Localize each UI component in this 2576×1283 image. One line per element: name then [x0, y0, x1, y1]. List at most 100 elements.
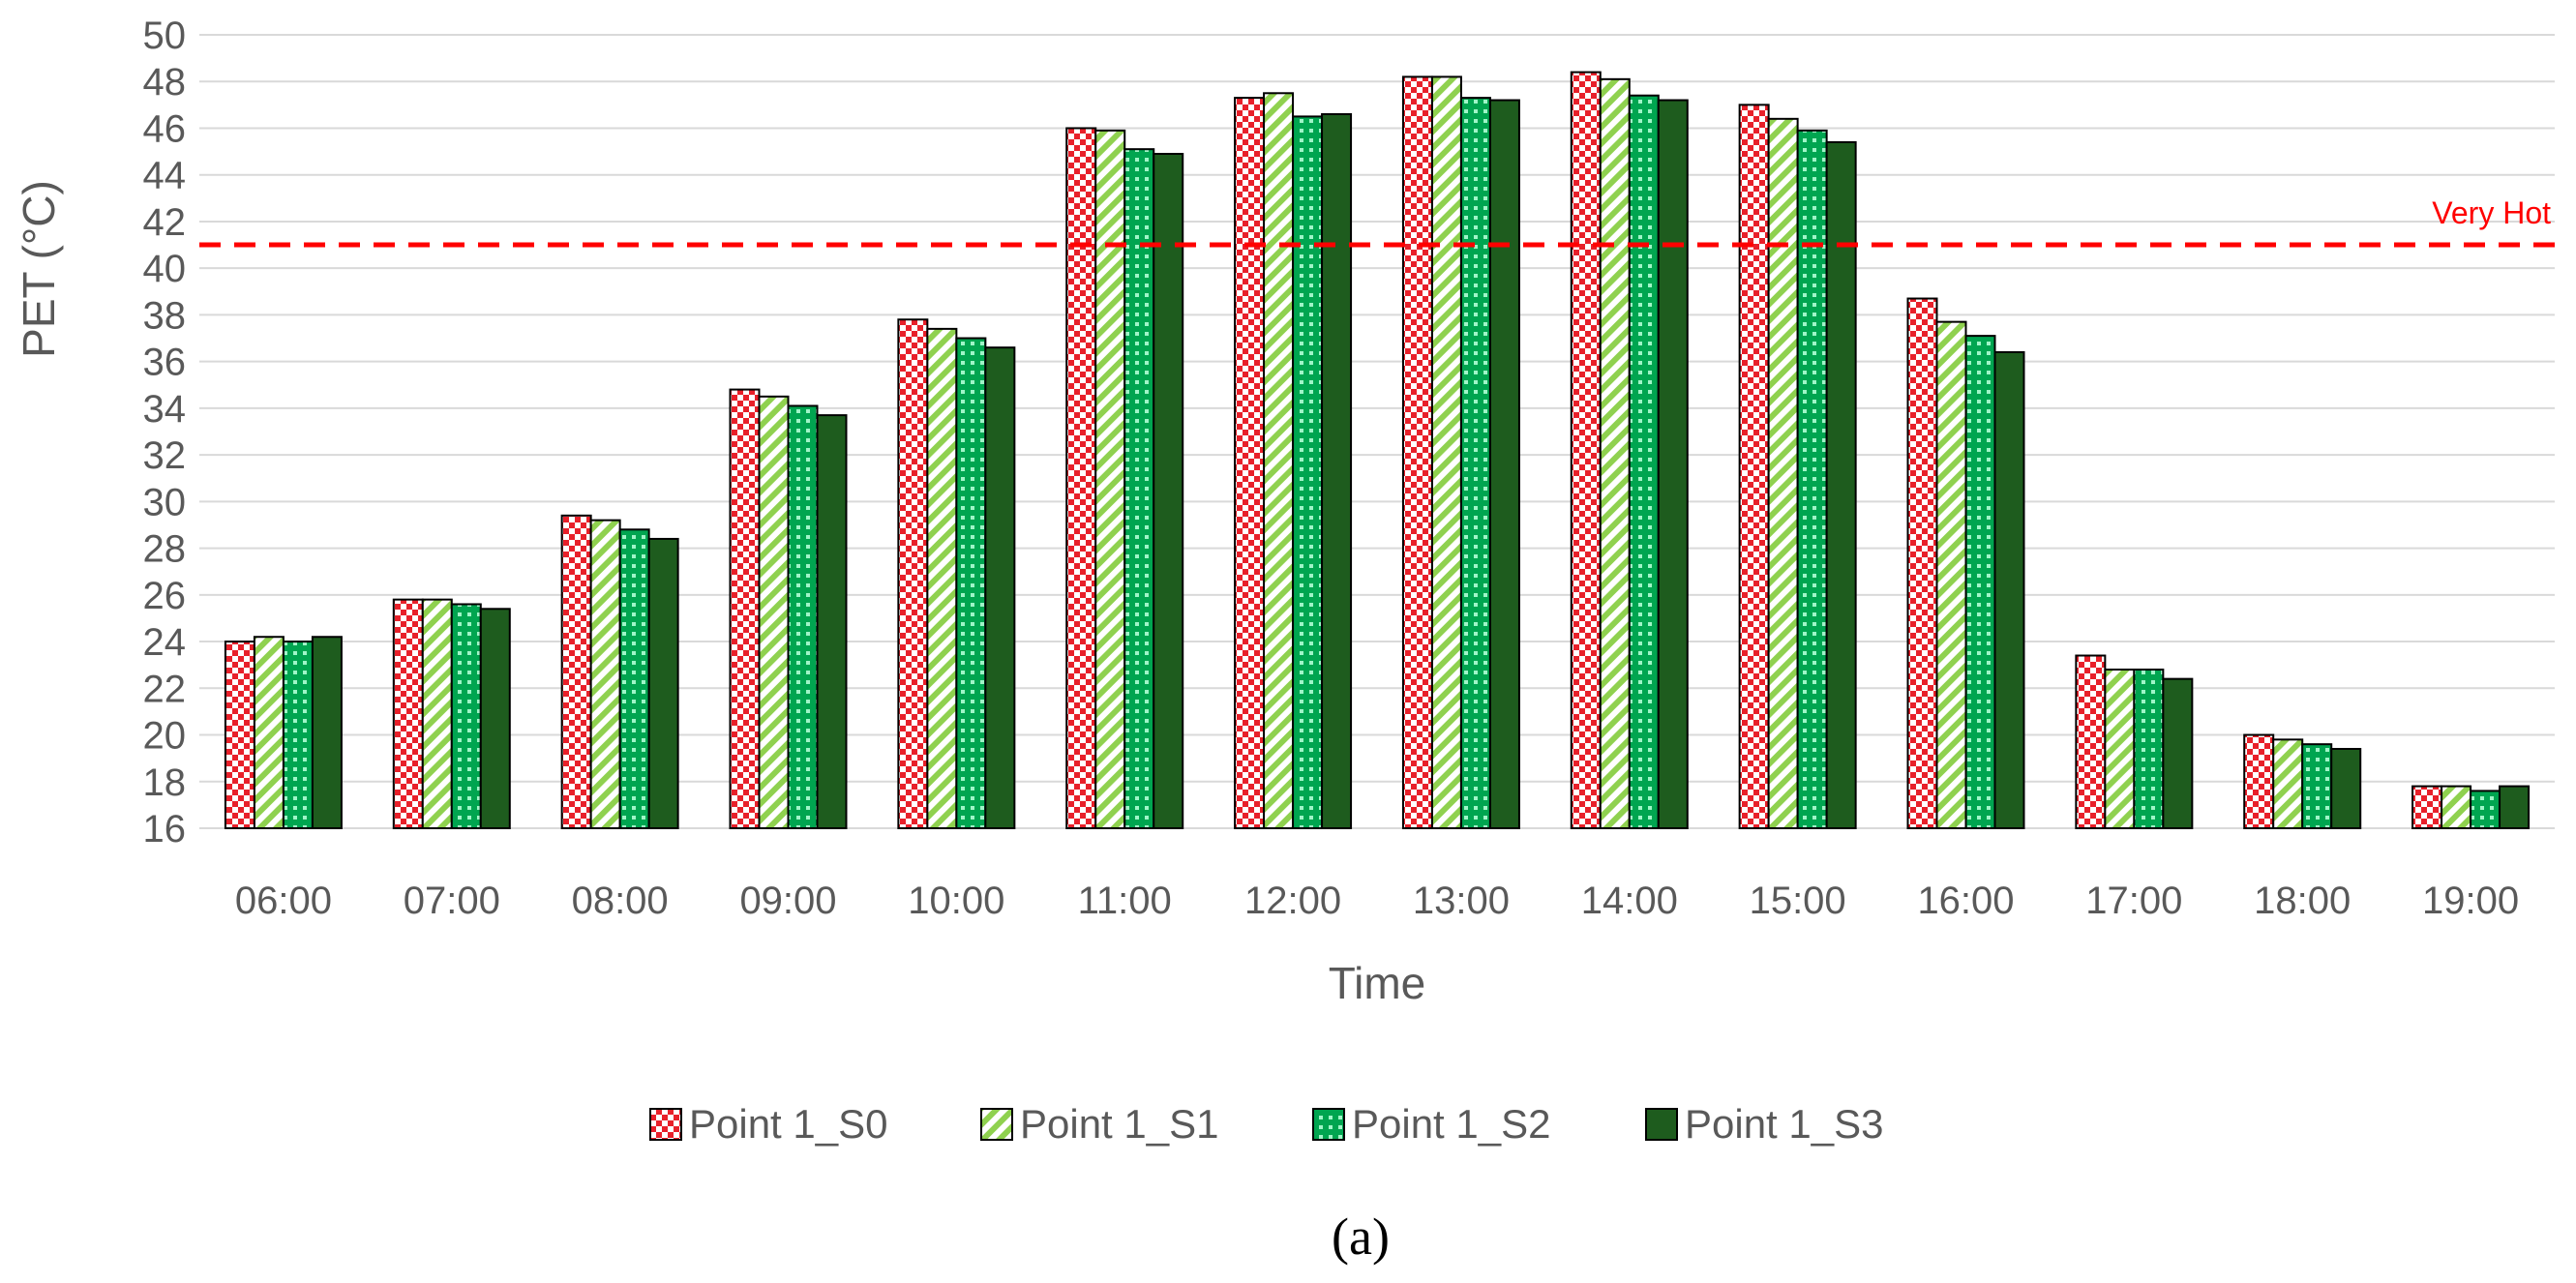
bar-point-1-s2-0700 [450, 603, 482, 829]
reference-line-group: Very Hot [199, 195, 2555, 248]
x-tick-label: 17:00 [2085, 880, 2182, 922]
legend-swatch-point-1-s1 [980, 1108, 1013, 1141]
bar-point-1-s3-1100 [1153, 153, 1184, 829]
bar-point-1-s2-1900 [2470, 790, 2501, 829]
x-tick-label: 15:00 [1750, 880, 1846, 922]
y-tick-label: 36 [143, 342, 187, 384]
bar-point-1-s3-1800 [2330, 748, 2362, 829]
bar-point-1-s2-0600 [282, 641, 314, 830]
x-tick-label: 07:00 [404, 880, 500, 922]
legend: Point 1_S0 Point 1_S1 Point 1_S2 Point 1_S3 [649, 1101, 1884, 1147]
x-axis-title: Time [1329, 958, 1426, 1008]
bar-point-1-s3-0900 [816, 414, 848, 829]
bar-point-1-s2-0900 [787, 404, 819, 829]
y-tick-label: 34 [143, 388, 187, 431]
bar-point-1-s0-1700 [2075, 654, 2107, 829]
y-tick-label: 46 [143, 107, 187, 150]
x-tick-label: 10:00 [908, 880, 1004, 922]
bar-point-1-s0-1300 [1401, 75, 1433, 830]
figure-caption: (a) [1332, 1208, 1390, 1266]
bar-point-1-s2-1300 [1459, 97, 1491, 829]
bar-point-1-s0-0700 [392, 598, 424, 829]
bar-point-1-s1-1600 [1935, 320, 1967, 830]
y-tick-label: 30 [143, 481, 187, 523]
bar-point-1-s1-1500 [1767, 117, 1799, 829]
bar-point-1-s3-1500 [1825, 140, 1857, 830]
bar-point-1-s2-1600 [1964, 335, 1996, 829]
y-tick-label: 20 [143, 715, 187, 758]
bar-point-1-s1-1300 [1430, 75, 1462, 830]
bar-point-1-s3-0700 [479, 608, 511, 830]
y-axis-title: PET (°C) [14, 180, 64, 358]
x-tick-label: 18:00 [2254, 880, 2351, 922]
legend-label-point-1-s0: Point 1_S0 [689, 1101, 888, 1147]
x-tick-label: 08:00 [572, 880, 669, 922]
bar-point-1-s2-1100 [1123, 148, 1155, 830]
bar-point-1-s3-1200 [1321, 113, 1353, 829]
y-tick-label: 44 [143, 155, 187, 197]
x-tick-label: 06:00 [235, 880, 332, 922]
y-tick-label: 22 [143, 668, 187, 710]
bar-point-1-s3-1300 [1488, 99, 1520, 829]
y-tick-label: 18 [143, 761, 187, 804]
x-tick-label: 11:00 [1078, 880, 1172, 922]
legend-label-point-1-s2: Point 1_S2 [1352, 1101, 1551, 1147]
legend-label-point-1-s3: Point 1_S3 [1685, 1101, 1884, 1147]
x-tick-label: 12:00 [1244, 880, 1341, 922]
bar-point-1-s0-1600 [1906, 297, 1938, 829]
bar-point-1-s1-0800 [589, 519, 621, 829]
y-tick-label: 24 [143, 621, 187, 664]
bar-point-1-s1-0900 [758, 395, 790, 829]
legend-swatch-point-1-s0 [649, 1108, 682, 1141]
bar-point-1-s2-1400 [1628, 94, 1660, 830]
bar-point-1-s1-1900 [2441, 785, 2472, 830]
bar-point-1-s1-1000 [926, 327, 958, 830]
y-tick-label: 16 [143, 808, 187, 850]
bar-point-1-s1-0700 [421, 598, 453, 829]
y-tick-label: 38 [143, 294, 187, 337]
bar-point-1-s3-1900 [2499, 785, 2531, 830]
gridlines [199, 34, 2555, 829]
bar-point-1-s0-1100 [1065, 127, 1097, 829]
very-hot-label: Very Hot [2432, 195, 2551, 230]
bar-point-1-s1-1800 [2272, 738, 2304, 830]
bar-point-1-s0-1000 [897, 318, 929, 829]
bar-point-1-s0-0600 [224, 641, 255, 830]
y-tick-label: 42 [143, 201, 187, 244]
bar-point-1-s2-1500 [1796, 129, 1828, 830]
legend-label-point-1-s1: Point 1_S1 [1020, 1101, 1219, 1147]
bar-point-1-s1-1400 [1599, 77, 1631, 829]
bar-point-1-s3-1000 [984, 346, 1016, 829]
y-tick-label: 40 [143, 248, 187, 290]
y-tick-label: 26 [143, 575, 187, 617]
bar-point-1-s1-1200 [1263, 92, 1295, 829]
y-tick-label: 48 [143, 61, 187, 104]
x-tick-label: 13:00 [1413, 880, 1510, 922]
bar-point-1-s2-1800 [2301, 743, 2333, 829]
y-tick-label: 32 [143, 434, 187, 477]
bar-point-1-s1-1100 [1094, 129, 1126, 830]
bar-point-1-s3-0800 [647, 537, 679, 829]
bar-point-1-s3-0600 [311, 636, 343, 829]
bar-point-1-s2-0800 [618, 528, 650, 829]
y-tick-label: 28 [143, 528, 187, 571]
x-tick-label: 19:00 [2422, 880, 2519, 922]
x-tick-label: 14:00 [1581, 880, 1678, 922]
bar-point-1-s2-1700 [2133, 669, 2165, 829]
bar-point-1-s0-1900 [2411, 785, 2443, 830]
bar-point-1-s0-0800 [560, 514, 592, 830]
bar-point-1-s3-1600 [1993, 351, 2025, 829]
bar-point-1-s3-1700 [2162, 677, 2194, 829]
bar-point-1-s0-0900 [729, 388, 761, 829]
bar-point-1-s0-1400 [1570, 71, 1602, 829]
legend-swatch-point-1-s3 [1645, 1108, 1678, 1141]
bar-point-1-s1-0600 [253, 636, 285, 829]
bars [224, 71, 2531, 830]
legend-swatch-point-1-s2 [1312, 1108, 1345, 1141]
x-tick-label: 09:00 [739, 880, 836, 922]
x-axis-ticks: 06:00 07:00 08:00 09:00 10:00 11:00 12:00 13:00… [235, 880, 2519, 922]
bar-point-1-s1-1700 [2104, 669, 2136, 829]
bar-point-1-s0-1200 [1234, 97, 1266, 829]
